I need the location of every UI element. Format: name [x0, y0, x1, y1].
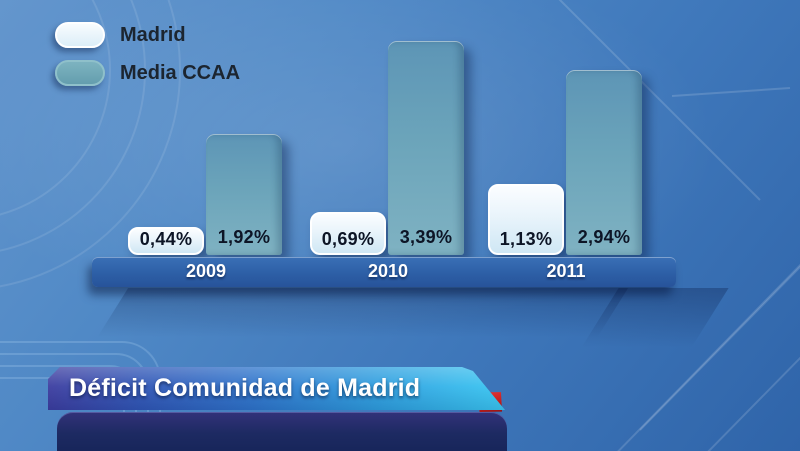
page-title: Déficit Comunidad de Madrid	[69, 374, 421, 402]
x-axis-label-2010: 2010	[367, 261, 409, 281]
legend-label-media-ccaa: Media CCAA	[120, 61, 241, 84]
bar-madrid-2010: 0,69%	[310, 212, 386, 255]
lower-third-panel	[57, 412, 507, 451]
bar-value-label: 2,94%	[577, 227, 631, 247]
bar-value-label: 1,92%	[217, 227, 271, 247]
title-banner: Déficit Comunidad de Madrid	[48, 367, 505, 410]
bar-madrid-2009: 0,44%	[128, 227, 204, 255]
bar-madrid-2011: 1,13%	[488, 184, 564, 255]
bar-media-ccaa-2011: 2,94%	[566, 70, 642, 255]
axis-cast-shadow	[91, 288, 629, 346]
x-axis-bar	[92, 257, 676, 287]
legend-item-media-ccaa: Media CCAA	[55, 60, 240, 86]
bar-media-ccaa-2009: 1,92%	[206, 134, 282, 255]
bar-value-label: 0,44%	[139, 229, 193, 249]
legend-swatch-madrid-icon	[55, 22, 105, 48]
bar-value-label: 3,39%	[399, 227, 453, 247]
legend-item-madrid: Madrid	[55, 22, 240, 48]
chart-legend: Madrid Media CCAA	[55, 22, 240, 98]
bar-value-label: 1,13%	[499, 229, 553, 249]
bar-value-label: 0,69%	[321, 229, 375, 249]
x-axis-label-2011: 2011	[546, 261, 586, 281]
bar-cast-shadow	[577, 288, 729, 354]
legend-label-madrid: Madrid	[120, 23, 186, 46]
legend-swatch-media-ccaa-icon	[55, 60, 105, 86]
bar-media-ccaa-2010: 3,39%	[388, 41, 464, 255]
x-axis-label-2009: 2009	[185, 261, 227, 281]
